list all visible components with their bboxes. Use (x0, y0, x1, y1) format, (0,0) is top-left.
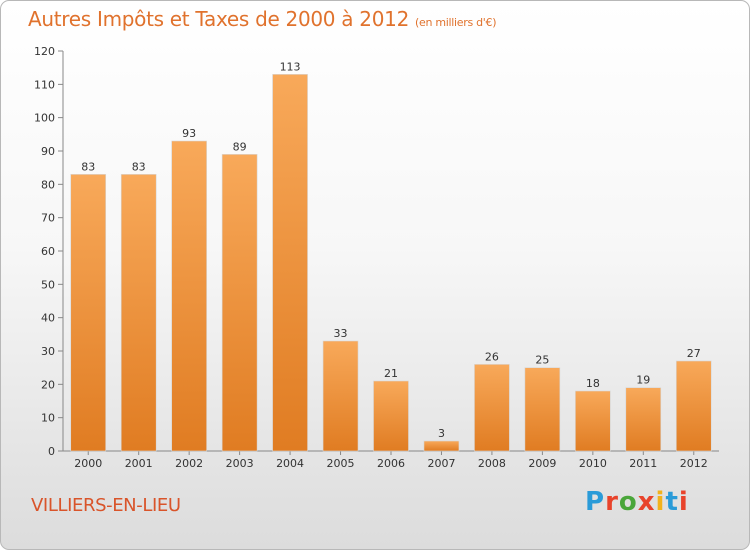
bar-2001 (120, 174, 157, 452)
x-tick-label: 2011 (629, 457, 657, 470)
logo-letter: i (655, 487, 666, 517)
data-label-2003: 89 (233, 140, 247, 153)
x-tick-label: 2002 (175, 457, 203, 470)
y-tick-label: 20 (41, 378, 55, 391)
axes: 0 10 20 30 40 50 60 70 80 90 100 110 120 2000 2001 2002… (34, 45, 719, 470)
bar-2009 (524, 367, 561, 452)
y-tick-label: 10 (41, 412, 55, 425)
y-tick-label: 40 (41, 312, 55, 325)
x-tick-label: 2008 (478, 457, 506, 470)
bars (70, 74, 712, 452)
y-tick-label: 90 (41, 145, 55, 158)
y-tick-label: 100 (34, 112, 55, 125)
logo-letter: x (637, 487, 656, 517)
data-label-2012: 27 (687, 347, 701, 360)
bar-2010 (575, 390, 611, 452)
data-label-2009: 25 (535, 354, 549, 367)
y-tick-label: 30 (41, 345, 55, 358)
bar-2000 (70, 174, 107, 452)
logo-letter: t (665, 487, 679, 517)
y-tick-label: 120 (34, 45, 55, 58)
y-tick-label: 80 (41, 178, 55, 191)
bar-2002 (171, 140, 207, 452)
logo-letter: r (605, 487, 619, 517)
bar-2006 (373, 380, 409, 452)
x-tick-label: 2004 (276, 457, 304, 470)
y-tick-label: 110 (34, 78, 55, 91)
x-tick-label: 2001 (125, 457, 153, 470)
bar-2003 (221, 154, 258, 452)
logo-letter: i (678, 487, 689, 517)
bar-2007 (423, 440, 460, 452)
data-label-2000: 83 (81, 160, 95, 173)
proxiti-logo: Proxiti (585, 487, 689, 517)
data-label-2007: 3 (438, 427, 445, 440)
chart-title: Autres Impôts et Taxes de 2000 à 2012 (en… (28, 7, 496, 31)
x-tick-label: 2007 (427, 457, 455, 470)
bar-2005 (322, 340, 359, 452)
data-label-2004: 113 (280, 60, 301, 73)
y-tick-label: 60 (41, 245, 55, 258)
bar-2012 (675, 360, 712, 452)
data-label-2008: 26 (485, 350, 499, 363)
x-tick-label: 2006 (377, 457, 405, 470)
data-label-2002: 93 (182, 127, 196, 140)
data-label-2011: 19 (636, 374, 650, 387)
x-tick-label: 2003 (226, 457, 254, 470)
y-tick-label: 50 (41, 278, 55, 291)
data-label-2005: 33 (334, 327, 348, 340)
x-tick-label: 2000 (74, 457, 102, 470)
chart-title-text: Autres Impôts et Taxes de 2000 à 2012 (28, 7, 409, 31)
x-tick-label: 2010 (579, 457, 607, 470)
logo-letter: P (585, 487, 606, 517)
bar-2011 (625, 387, 662, 452)
data-label-2006: 21 (384, 367, 398, 380)
y-tick-label: 0 (48, 445, 55, 458)
data-label-2001: 83 (132, 160, 146, 173)
data-label-2010: 18 (586, 377, 600, 390)
y-tick-label: 70 (41, 212, 55, 225)
x-tick-label: 2005 (327, 457, 355, 470)
bar-2008 (474, 364, 510, 452)
logo-letter: o (618, 487, 638, 517)
chart-subtitle: (en milliers d'€) (415, 16, 497, 29)
data-labels: 83 83 93 89 113 33 21 3 26 25 18 19 27 (81, 60, 701, 440)
x-tick-label: 2012 (680, 457, 708, 470)
commune-name: VILLIERS-EN-LIEU (31, 495, 181, 516)
x-tick-label: 2009 (528, 457, 556, 470)
bar-2004 (272, 74, 308, 452)
